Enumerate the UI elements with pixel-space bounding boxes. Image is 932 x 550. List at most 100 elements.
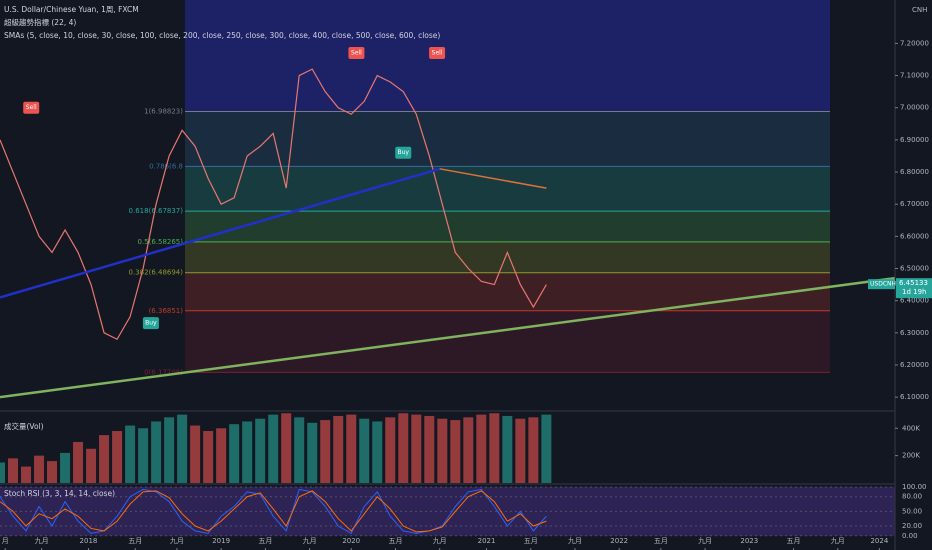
volume-bar [463,417,474,483]
y-tick-label: 0.00 [902,532,918,540]
volume-bar [8,458,19,483]
y-tick-label: 50.00 [902,507,922,515]
y-tick-label: 200K [902,452,920,460]
price-tag-label: 6.45133 [899,279,928,287]
volume-bar [60,452,71,483]
x-tick-label: 2020 [342,537,360,545]
sma-label: SMAs (5, close, 10, close, 30, close, 10… [4,31,440,40]
signal-box [23,101,40,114]
y-tick-label: 7.20000 [900,39,929,47]
x-tick-label: 九月 [303,536,317,545]
x-tick-label: 五月 [258,537,272,545]
series-line [0,488,547,535]
volume-bar [99,435,110,483]
signal-label: Sell [351,50,362,57]
x-tick-label: 五月 [654,537,668,545]
x-tick-label: 五月 [128,537,142,545]
volume-bar [502,415,513,483]
volume-bar [489,413,500,483]
signal-box [142,317,159,330]
volume-bar [372,421,383,483]
volume-bar [190,425,201,483]
x-tick-label: 五月 [524,537,538,545]
volume-bar [34,455,45,483]
x-tick-label: 九月 [35,536,49,545]
fib-label: 1(6.98823) [144,108,183,116]
series-line [0,490,547,533]
y-tick-label: 100.00 [902,483,927,491]
fib-label: 0.618(6.67837) [129,207,184,215]
signal-label: Buy [145,320,157,327]
fib-label: 0(6.17708) [144,368,183,376]
x-tick-label: 九月 [831,536,845,545]
volume-bar [203,431,214,483]
series-line [0,276,896,399]
top-zone [185,0,830,112]
fib-zone [185,272,830,311]
volume-bar [333,415,344,483]
y-tick-label: 20.00 [902,522,922,530]
volume-bar [151,421,162,483]
indicator-label: 超級趨勢指標 (22, 4) [4,17,76,27]
volume-bar [112,431,123,483]
volume-bar [255,418,266,483]
volume-bar [359,418,370,483]
y-tick-label: 6.40000 [900,297,929,305]
plot: Sell Sell Sell Buy Buy [0,47,896,537]
signal-label: Sell [26,104,37,111]
symbol-tag [868,279,895,290]
volume-bar [73,441,84,483]
volume-bar [216,428,227,483]
fib-zone [185,166,830,212]
x-tick-label: 2023 [740,537,758,545]
signal-label: Sell [432,50,443,57]
volume-bar [229,424,240,483]
signal-label: Buy [398,149,410,156]
x-tick-label: 2022 [610,537,628,545]
x-tick-label: 九月 [698,536,712,545]
y-tick-label: 6.80000 [900,168,929,176]
volume-bar [398,413,409,483]
volume-bar [294,417,305,483]
volume-bar [320,420,331,483]
fib-label: 0.382(6.48694) [129,269,184,277]
fib-zone [185,111,830,167]
volume-title: 成交量(Vol) [4,421,44,431]
y-tick-label: 6.30000 [900,329,929,337]
x-tick-label: 2021 [478,537,496,545]
x-tick-label: 五月 [787,537,801,545]
x-tick-label: 九月 [433,536,447,545]
x-tick-label: 2018 [80,537,98,545]
volume-bar [21,466,32,483]
volume-bar [125,425,136,483]
x-tick-label: 月 [2,537,9,545]
volume-bar [437,418,448,483]
fib-zone [185,241,830,273]
fib-label: (6.36851) [149,307,184,315]
x-tick-label: 2024 [870,537,888,545]
x-tick-label: 五月 [388,537,402,545]
y-tick-label: 6.10000 [900,393,929,401]
volume-bar [177,414,188,483]
volume-bar [515,418,526,483]
volume-bar [47,461,58,483]
volume-bar [385,417,396,483]
x-tick-label: 九月 [170,536,184,545]
volume-bar [281,413,292,483]
volume-bar [411,414,422,483]
signal-box [395,146,412,159]
fib-zone [185,310,830,373]
volume-bar [268,414,279,483]
symbol-title: U.S. Dollar/Chinese Yuan, 1周, FXCM [4,5,139,14]
volume-bar [86,448,97,483]
volume-bar [242,421,253,483]
fib-label: 0.5(6.58265) [137,238,183,246]
volume-bar [346,414,357,483]
volume-bar [307,422,318,483]
y-tick-label: 6.60000 [900,232,929,240]
y-tick-label: 6.20000 [900,361,929,369]
volume-bar [450,420,461,483]
signal-box [348,47,365,60]
stoch-title: Stoch RSI (3, 3, 14, 14, close) [4,489,115,498]
volume-bar [424,415,435,483]
